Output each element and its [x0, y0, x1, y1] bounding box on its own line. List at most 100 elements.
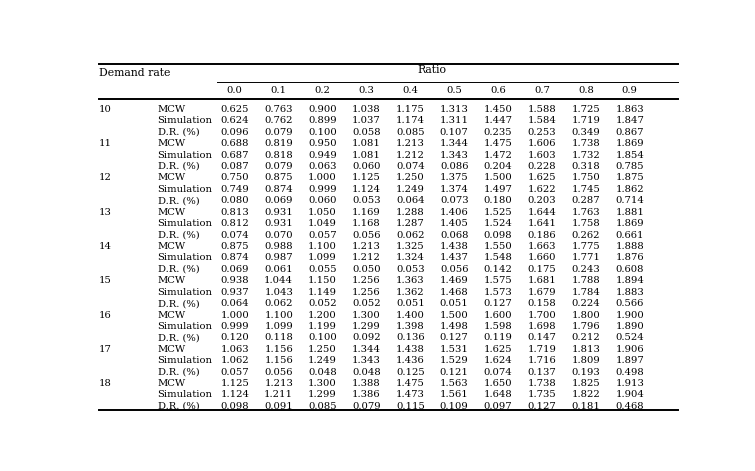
Text: 1.400: 1.400 — [396, 310, 425, 319]
Text: 0.318: 0.318 — [572, 162, 600, 171]
Text: 1.525: 1.525 — [484, 208, 513, 217]
Text: 0.253: 0.253 — [528, 128, 556, 137]
Text: 1.450: 1.450 — [484, 105, 513, 114]
Text: MCW: MCW — [158, 139, 186, 148]
Text: 0.687: 0.687 — [220, 151, 249, 160]
Text: 1.822: 1.822 — [572, 390, 600, 399]
Text: 1.043: 1.043 — [264, 288, 293, 297]
Text: 1.904: 1.904 — [615, 390, 644, 399]
Text: 1.906: 1.906 — [615, 345, 644, 354]
Text: 1.500: 1.500 — [440, 310, 469, 319]
Text: 1.719: 1.719 — [572, 116, 600, 125]
Text: 0.3: 0.3 — [359, 87, 374, 96]
Text: 1.584: 1.584 — [528, 116, 556, 125]
Text: 1.681: 1.681 — [528, 276, 556, 285]
Text: 0.127: 0.127 — [528, 402, 556, 411]
Text: 1.062: 1.062 — [220, 356, 249, 365]
Text: 1.524: 1.524 — [484, 219, 513, 228]
Text: 0.193: 0.193 — [572, 368, 600, 377]
Text: 0.688: 0.688 — [220, 139, 249, 148]
Text: 1.475: 1.475 — [396, 379, 425, 388]
Text: 0.070: 0.070 — [264, 230, 293, 240]
Text: 1.049: 1.049 — [308, 219, 337, 228]
Text: 1.862: 1.862 — [615, 185, 644, 194]
Text: 0.875: 0.875 — [264, 173, 293, 182]
Text: 1.175: 1.175 — [396, 105, 425, 114]
Text: 1.660: 1.660 — [528, 253, 556, 262]
Text: 1.388: 1.388 — [352, 379, 381, 388]
Text: 0.100: 0.100 — [308, 128, 337, 137]
Text: D.R. (%): D.R. (%) — [158, 299, 199, 308]
Text: 1.548: 1.548 — [484, 253, 513, 262]
Text: 0.079: 0.079 — [264, 162, 293, 171]
Text: 1.825: 1.825 — [572, 379, 600, 388]
Text: 1.745: 1.745 — [572, 185, 600, 194]
Text: 15: 15 — [99, 276, 112, 285]
Text: 0.119: 0.119 — [484, 333, 513, 342]
Text: 0.212: 0.212 — [572, 333, 600, 342]
Text: 1.750: 1.750 — [572, 173, 600, 182]
Text: 0.625: 0.625 — [220, 105, 249, 114]
Text: 0.175: 0.175 — [528, 265, 556, 274]
Text: 1.406: 1.406 — [440, 208, 469, 217]
Text: 0.100: 0.100 — [308, 333, 337, 342]
Text: 1.213: 1.213 — [352, 242, 381, 251]
Text: 1.529: 1.529 — [440, 356, 469, 365]
Text: 1.000: 1.000 — [220, 310, 249, 319]
Text: 11: 11 — [99, 139, 112, 148]
Text: D.R. (%): D.R. (%) — [158, 368, 199, 377]
Text: 0.566: 0.566 — [615, 299, 644, 308]
Text: 0.056: 0.056 — [264, 368, 293, 377]
Text: 0.051: 0.051 — [396, 299, 425, 308]
Text: 1.624: 1.624 — [484, 356, 513, 365]
Text: 1.800: 1.800 — [572, 310, 600, 319]
Text: 0.950: 0.950 — [308, 139, 337, 148]
Text: 0.085: 0.085 — [396, 128, 424, 137]
Text: 1.603: 1.603 — [528, 151, 556, 160]
Text: 1.890: 1.890 — [615, 322, 644, 331]
Text: 0.079: 0.079 — [264, 128, 293, 137]
Text: 1.775: 1.775 — [572, 242, 600, 251]
Text: 1.897: 1.897 — [615, 356, 644, 365]
Text: 0.186: 0.186 — [528, 230, 556, 240]
Text: D.R. (%): D.R. (%) — [158, 128, 199, 137]
Text: 1.447: 1.447 — [484, 116, 513, 125]
Text: 1.000: 1.000 — [308, 173, 337, 182]
Text: 0.080: 0.080 — [220, 196, 249, 205]
Text: D.R. (%): D.R. (%) — [158, 333, 199, 342]
Text: 0.749: 0.749 — [220, 185, 249, 194]
Text: 13: 13 — [99, 208, 112, 217]
Text: 1.288: 1.288 — [396, 208, 425, 217]
Text: 1.679: 1.679 — [528, 288, 556, 297]
Text: 1.854: 1.854 — [615, 151, 644, 160]
Text: 1.168: 1.168 — [352, 219, 381, 228]
Text: 0.057: 0.057 — [220, 368, 249, 377]
Text: 1.405: 1.405 — [440, 219, 469, 228]
Text: 0.931: 0.931 — [264, 208, 293, 217]
Text: 0.074: 0.074 — [396, 162, 425, 171]
Text: 0.064: 0.064 — [220, 299, 249, 308]
Text: 0.763: 0.763 — [264, 105, 293, 114]
Text: Simulation: Simulation — [158, 253, 213, 262]
Text: 1.325: 1.325 — [396, 242, 425, 251]
Text: Simulation: Simulation — [158, 322, 213, 331]
Text: 1.169: 1.169 — [352, 208, 381, 217]
Text: 1.437: 1.437 — [440, 253, 469, 262]
Text: 0.120: 0.120 — [220, 333, 249, 342]
Text: 1.375: 1.375 — [440, 173, 469, 182]
Text: 0.068: 0.068 — [440, 230, 468, 240]
Text: 1.575: 1.575 — [484, 276, 513, 285]
Text: 14: 14 — [99, 242, 112, 251]
Text: 0.060: 0.060 — [353, 162, 381, 171]
Text: 0.118: 0.118 — [264, 333, 293, 342]
Text: 1.344: 1.344 — [439, 139, 469, 148]
Text: 1.436: 1.436 — [396, 356, 425, 365]
Text: 0.058: 0.058 — [352, 128, 381, 137]
Text: 1.472: 1.472 — [484, 151, 513, 160]
Text: 0.069: 0.069 — [220, 265, 249, 274]
Text: 1.174: 1.174 — [396, 116, 425, 125]
Text: 1.287: 1.287 — [396, 219, 425, 228]
Text: 0.086: 0.086 — [440, 162, 468, 171]
Text: 1.573: 1.573 — [484, 288, 513, 297]
Text: 0.262: 0.262 — [572, 230, 600, 240]
